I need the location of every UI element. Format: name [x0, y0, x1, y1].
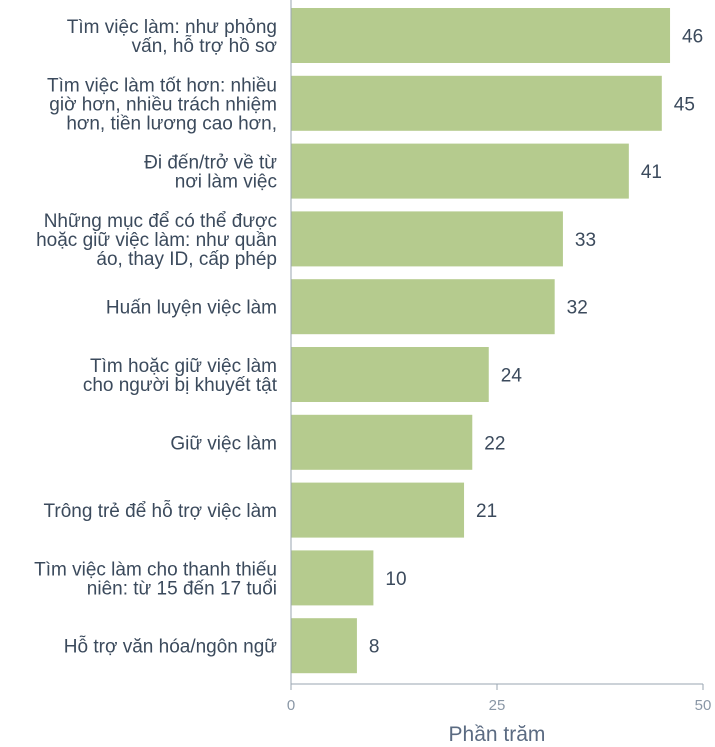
data-label: 21: [476, 501, 497, 522]
bars-layer: [291, 8, 671, 674]
category-label-line: Trông trẻ để hỗ trợ việc làm: [43, 500, 277, 522]
category-label-line: cho người bị khuyết tật: [83, 375, 278, 396]
bar: [291, 75, 662, 131]
category-label-line: Tìm việc làm cho thanh thiếu: [34, 559, 277, 580]
category-label-line: Tìm hoặc giữ việc làm: [90, 356, 277, 377]
category-label: Trông trẻ để hỗ trợ việc làm: [43, 500, 277, 522]
bar: [291, 347, 489, 402]
bar: [291, 143, 629, 199]
x-axis: 0 25 50 Phần trăm: [287, 0, 712, 746]
bar: [291, 414, 473, 470]
category-label: Tìm việc làm: như phỏng vấn, hỗ trợ hồ sơ: [67, 17, 277, 57]
category-label: Những mục để có thể được hoặc giữ việc là…: [36, 211, 277, 270]
data-label: 10: [385, 569, 406, 590]
data-label: 24: [501, 366, 523, 387]
category-label: Hỗ trợ văn hóa/ngôn ngữ: [64, 636, 277, 658]
category-label-line: Những mục để có thể được: [44, 211, 277, 232]
x-tick-label: 0: [287, 697, 295, 714]
category-label-line: vấn, hỗ trợ hồ sơ: [132, 35, 277, 57]
bar: [291, 8, 671, 63]
category-label-line: hơn, tiền lương cao hơn,: [66, 113, 277, 134]
data-label: 8: [369, 637, 380, 658]
labels-layer: 46 Tìm việc làm: như phỏng vấn, hỗ trợ hồ …: [34, 17, 703, 658]
category-label: Tìm việc làm cho thanh thiếu niên: từ 15 …: [34, 559, 277, 599]
x-tick-label: 25: [489, 697, 506, 714]
x-axis-title: Phần trăm: [449, 723, 546, 746]
category-label: Giữ việc làm: [170, 433, 277, 454]
data-label: 45: [674, 94, 695, 115]
category-label: Huấn luyện việc làm: [106, 298, 277, 319]
category-label-line: áo, thay ID, cấp phép: [96, 249, 277, 270]
category-label: Tìm hoặc giữ việc làm cho người bị khuyết…: [83, 356, 278, 396]
category-label-line: Tìm việc làm: như phỏng: [67, 17, 277, 38]
bar: [291, 618, 357, 674]
category-label-line: nơi làm việc: [175, 172, 277, 193]
data-label: 32: [567, 298, 588, 319]
category-label-line: Giữ việc làm: [170, 433, 277, 454]
bar: [291, 279, 555, 335]
category-label: Đi đến/trở về từ nơi làm việc: [144, 153, 277, 193]
category-label-line: Hỗ trợ văn hóa/ngôn ngữ: [64, 636, 277, 658]
bar: [291, 550, 374, 606]
category-label-line: hoặc giữ việc làm: như quần: [36, 230, 277, 251]
category-label-line: Đi đến/trở về từ: [144, 153, 277, 174]
category-label-line: niên: từ 15 đến 17 tuổi: [87, 578, 277, 599]
bar: [291, 211, 563, 267]
data-label: 33: [575, 230, 596, 251]
data-label: 46: [682, 27, 703, 48]
data-label: 41: [641, 162, 662, 183]
x-tick-label: 50: [695, 697, 712, 714]
category-label-line: Tìm việc làm tốt hơn: nhiều: [47, 75, 277, 96]
category-label: Tìm việc làm tốt hơn: nhiều giờ hơn, nhiề…: [47, 75, 277, 134]
bar: [291, 482, 465, 538]
category-label-line: Huấn luyện việc làm: [106, 298, 277, 319]
data-label: 22: [484, 433, 505, 454]
category-label-line: giờ hơn, nhiều trách nhiệm: [49, 94, 277, 115]
